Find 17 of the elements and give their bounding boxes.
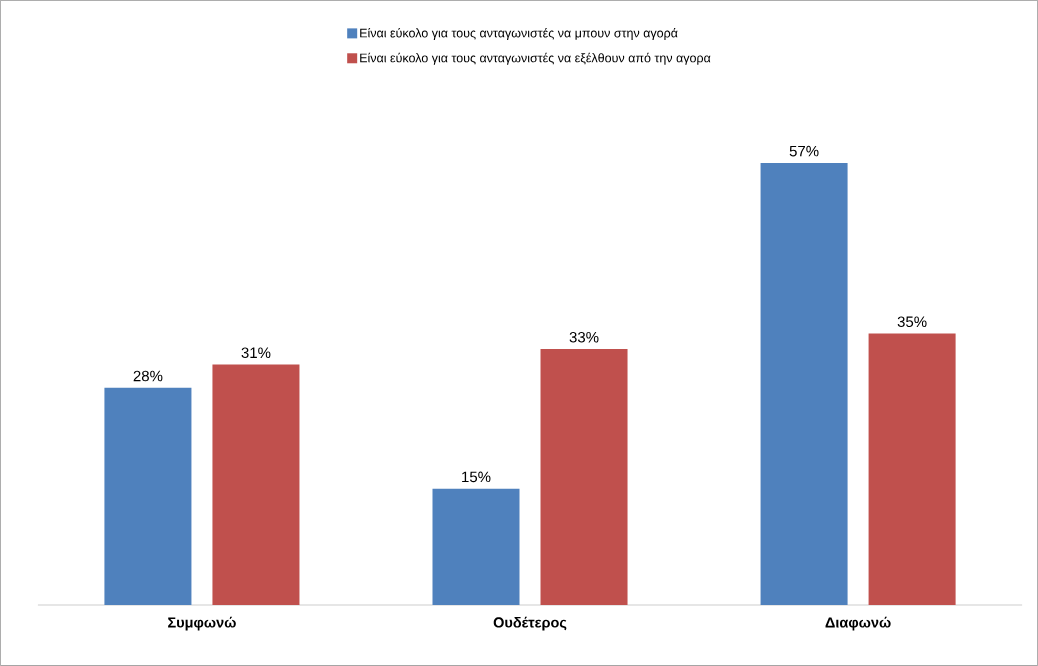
data-label: 33% xyxy=(569,331,599,343)
data-label: 15% xyxy=(462,471,491,483)
bar xyxy=(868,333,956,606)
legend-label: Είναι εύκολο για τους ανταγωνιστές να εξέλθουν από την αγορα xyxy=(360,52,711,65)
x-tick-label: Ουδέτερος xyxy=(493,616,567,631)
data-label: 57% xyxy=(789,145,819,157)
bar xyxy=(760,162,848,606)
data-label: 28% xyxy=(133,370,163,382)
data-label: 31% xyxy=(241,347,271,359)
bar xyxy=(212,364,300,606)
data-label: 35% xyxy=(897,316,927,328)
bar xyxy=(432,488,520,606)
bar xyxy=(540,349,628,606)
x-tick-label: Συμφωνώ xyxy=(168,616,236,631)
bar xyxy=(104,387,192,606)
x-tick-label: Διαφωνώ xyxy=(825,616,891,631)
legend-label: Είναι εύκολο για τους ανταγωνιστές να μπουν στην αγορά xyxy=(360,27,678,40)
